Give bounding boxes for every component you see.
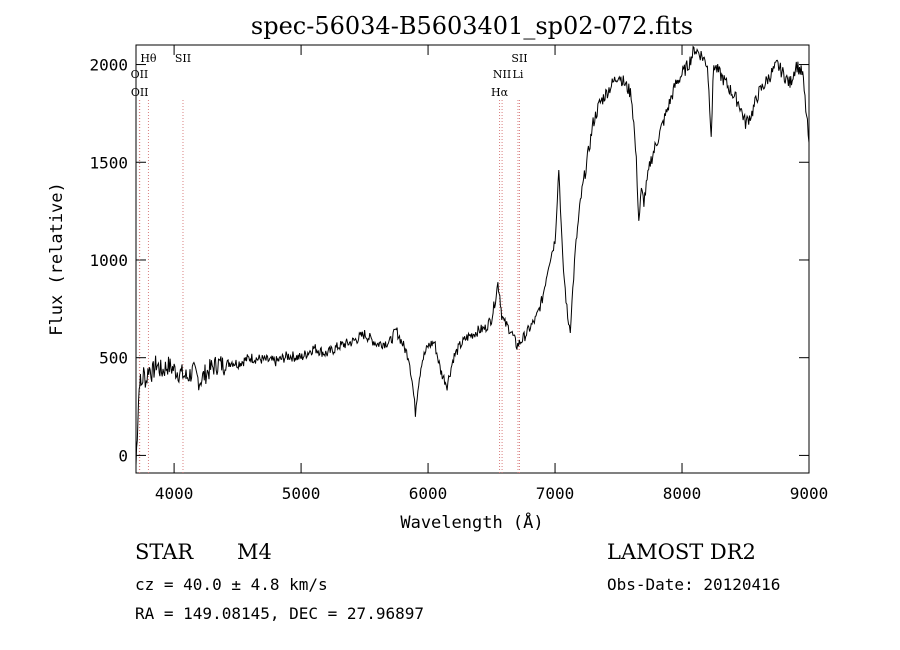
- line-marker-label: Li: [513, 68, 524, 81]
- object-subclass: M4: [237, 540, 272, 564]
- line-marker-label: Hα: [491, 86, 509, 99]
- object-class: STAR: [135, 540, 194, 564]
- ra-dec-text: RA = 149.08145, DEC = 27.96897: [135, 604, 424, 623]
- redshift-text: cz = 40.0 ± 4.8 km/s: [135, 575, 328, 594]
- y-tick-label: 2000: [89, 56, 128, 75]
- y-tick-label: 1000: [89, 251, 128, 270]
- line-marker-label: OII: [131, 68, 149, 81]
- y-tick-label: 0: [118, 446, 128, 465]
- x-tick-label: 5000: [282, 484, 321, 503]
- line-marker-label: Hθ: [140, 52, 157, 65]
- plot-frame: [135, 44, 810, 474]
- x-tick-label: 6000: [409, 484, 448, 503]
- x-tick-label: 7000: [536, 484, 575, 503]
- line-marker-label: NII: [493, 68, 511, 81]
- survey-label: LAMOST DR2: [607, 540, 756, 564]
- x-axis-label: Wavelength (Å): [400, 511, 543, 533]
- line-marker-label: SII: [511, 52, 527, 65]
- y-tick-label: 500: [99, 349, 128, 368]
- obs-date: Obs-Date: 20120416: [607, 575, 780, 594]
- x-tick-label: 9000: [790, 484, 829, 503]
- x-tick-label: 4000: [155, 484, 194, 503]
- y-tick-label: 1500: [89, 153, 128, 172]
- line-marker-label: OII: [131, 86, 149, 99]
- x-tick-label: 8000: [663, 484, 702, 503]
- axis-ticks: 4000 5000 6000 7000 8000 9000 0 500 1000 1500 2000: [89, 45, 828, 503]
- line-marker-label: SII: [175, 52, 191, 65]
- spectrum-series-line: [135, 45, 810, 466]
- y-axis-label: Flux (relative): [47, 182, 67, 336]
- chart-title: spec-56034-B5603401_sp02-072.fits: [251, 12, 693, 40]
